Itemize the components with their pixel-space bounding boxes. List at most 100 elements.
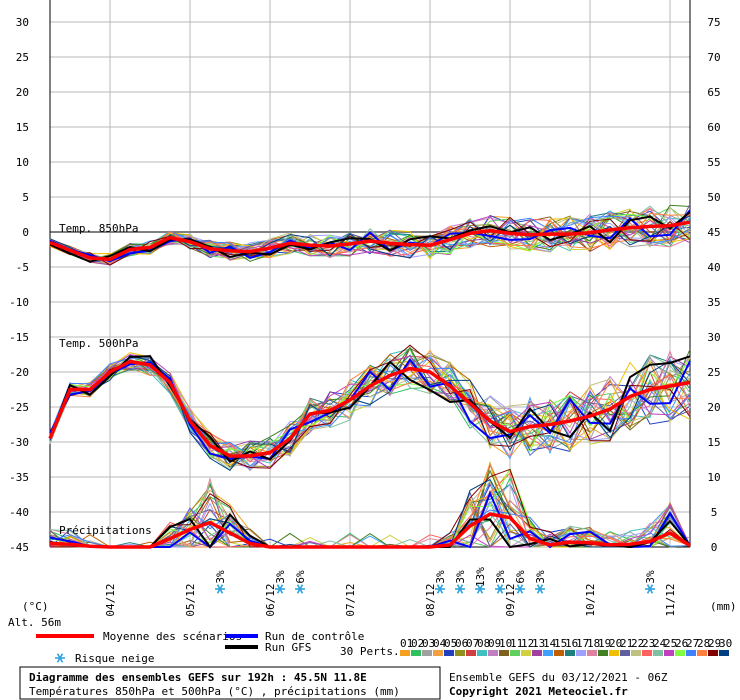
legend-control-label: Run de contrôle: [265, 630, 364, 643]
pert-swatch: [543, 650, 553, 656]
snowflake-icon: [215, 584, 225, 594]
ensemble-run-label: Ensemble GEFS du 03/12/2021 - 06Z: [449, 671, 668, 684]
snow-risk-pct: 3%: [454, 570, 467, 584]
snow-risk-row: 3% 3% 6% 3% 3% 13% 3% 6% 3% 3%: [214, 567, 657, 594]
pert-swatch: [609, 650, 619, 656]
snow-risk-pct: 3%: [274, 570, 287, 584]
left-tick-label: 0: [22, 226, 29, 239]
pert-number: 15: [554, 637, 567, 650]
snowflake-icon: [275, 584, 285, 594]
pert-swatch: [664, 650, 674, 656]
left-tick-label: -30: [9, 436, 29, 449]
pert-number: 23: [642, 637, 655, 650]
legend-perts-label: 30 Perts.: [340, 645, 400, 658]
chart-subtitle: Températures 850hPa et 500hPa (°C) , pré…: [29, 685, 400, 698]
pert-swatch: [642, 650, 652, 656]
pert-swatch: [444, 650, 454, 656]
right-tick-label: 50: [707, 191, 720, 204]
snowflake-icon: [535, 584, 545, 594]
mean-t500-line: [48, 359, 691, 458]
snow-risk-pct: 3%: [494, 570, 507, 584]
footer-title-box: [19, 666, 441, 700]
pert-swatch: [587, 650, 597, 656]
right-tick-label: 65: [707, 86, 720, 99]
pert-number: 13: [532, 637, 545, 650]
pert-swatch: [631, 650, 641, 656]
label-precip: Précipitations: [59, 524, 152, 537]
right-tick-label: 0: [711, 541, 718, 554]
x-tick-label: 09/12: [504, 583, 517, 616]
pert-number: 08: [477, 637, 490, 650]
snowflake-icon: [495, 584, 505, 594]
pert-number: 24: [653, 637, 667, 650]
snowflake-icon: [645, 584, 655, 594]
pert-number: 18: [587, 637, 600, 650]
legend-mean-label: Moyenne des scénarios: [103, 630, 242, 643]
pert-t500-line: [49, 346, 691, 456]
mean-t850-line: [49, 220, 691, 262]
pert-swatch: [686, 650, 696, 656]
pert-swatch: [488, 650, 498, 656]
pert-number: 01: [400, 637, 413, 650]
x-tick-label: 05/12: [184, 583, 197, 616]
snowflake-icon: [455, 584, 465, 594]
legend-snowflake-icon: [55, 653, 65, 663]
pert-number: 10: [499, 637, 512, 650]
pert-swatch: [510, 650, 520, 656]
legend-snow-label: Risque neige: [75, 652, 154, 665]
left-tick-label: 20: [16, 86, 29, 99]
pert-number: 05: [444, 637, 457, 650]
right-axis-unit: (mm): [710, 600, 737, 613]
right-tick-label: 25: [707, 366, 720, 379]
altitude-label: Alt. 56m: [8, 616, 61, 629]
pert-number: 06: [455, 637, 468, 650]
left-tick-label: -40: [9, 506, 29, 519]
left-tick-label: -10: [9, 296, 29, 309]
pert-swatch: [411, 650, 421, 656]
chart-grid: [50, 0, 690, 548]
pert-number: 11: [510, 637, 523, 650]
x-tick-label: 08/12: [424, 583, 437, 616]
pert-number: 22: [631, 637, 644, 650]
right-tick-label: 5: [711, 506, 718, 519]
x-tick-label: 10/12: [584, 583, 597, 616]
pert-number: 30: [719, 637, 732, 650]
pert-swatch: [675, 650, 685, 656]
x-tick-label: 04/12: [104, 583, 117, 616]
pert-t850-line: [49, 204, 691, 262]
right-tick-label: 60: [707, 121, 720, 134]
pert-number: 16: [565, 637, 578, 650]
right-tick-label: 20: [707, 401, 720, 414]
pert-number: 28: [697, 637, 710, 650]
pert-number: 26: [675, 637, 688, 650]
snow-risk-pct: 6%: [514, 570, 527, 584]
right-tick-label: 30: [707, 331, 720, 344]
snowflake-icon: [475, 584, 485, 594]
snowflake-icon: [435, 584, 445, 594]
right-tick-label: 55: [707, 156, 720, 169]
pert-number: 07: [466, 637, 479, 650]
pert-number: 09: [488, 637, 501, 650]
right-tick-label: 40: [707, 261, 720, 274]
pert-swatch: [499, 650, 509, 656]
snow-risk-pct: 3%: [434, 570, 447, 584]
pert-swatch: [719, 650, 729, 656]
pert-number: 29: [708, 637, 721, 650]
left-tick-label: -15: [9, 331, 29, 344]
pert-swatch: [400, 650, 410, 656]
snowflake-icon: [295, 584, 305, 594]
pert-swatch: [422, 650, 432, 656]
snow-risk-pct: 3%: [534, 570, 547, 584]
x-tick-label: 06/12: [264, 583, 277, 616]
left-tick-label: -20: [9, 366, 29, 379]
snow-risk-pct: 3%: [214, 570, 227, 584]
snow-risk-pct: 6%: [294, 570, 307, 584]
pert-swatch: [708, 650, 718, 656]
pert-swatch: [466, 650, 476, 656]
pert-number: 02: [411, 637, 424, 650]
snowflake-icon: [515, 584, 525, 594]
pert-number: 14: [543, 637, 557, 650]
mean-precip-line: [49, 512, 691, 549]
left-tick-label: 30: [16, 16, 29, 29]
pert-swatch: [532, 650, 542, 656]
